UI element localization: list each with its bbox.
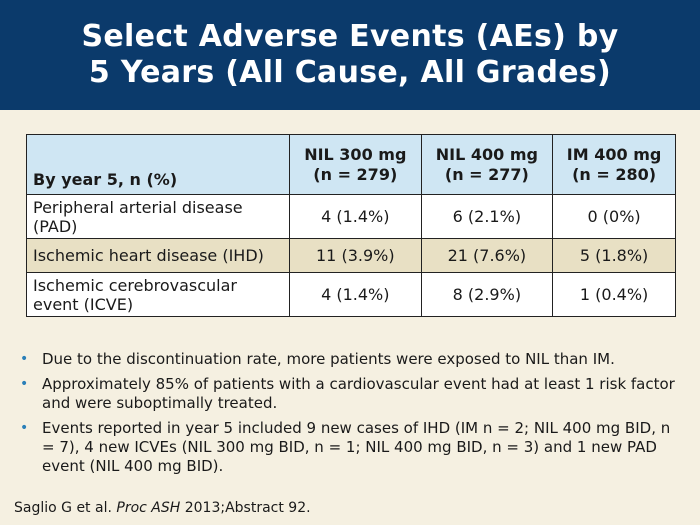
row-label: Ischemic cerebrovascular event (ICVE) (26, 272, 290, 317)
table-cell: 21 (7.6%) (420, 238, 554, 273)
table-cell: 8 (2.9%) (420, 272, 554, 317)
table-cell: 5 (1.8%) (552, 238, 676, 273)
table-row: Peripheral arterial disease (PAD) 4 (1.4… (26, 194, 676, 239)
table-cell: 6 (2.1%) (420, 194, 554, 239)
citation-authors: Saglio G et al. (14, 500, 112, 516)
table-row: Ischemic cerebrovascular event (ICVE) 4 … (26, 272, 676, 317)
column-header-name: IM 400 mg (566, 144, 662, 164)
title-banner: Select Adverse Events (AEs) by 5 Years (… (0, 0, 700, 110)
column-header-n: (n = 279) (313, 164, 398, 184)
column-header-im400: IM 400 mg (n = 280) (552, 134, 676, 195)
adverse-events-table: By year 5, n (%) NIL 300 mg (n = 279) NI… (26, 134, 676, 317)
list-item: • Events reported in year 5 included 9 n… (16, 419, 684, 476)
table-cell: 11 (3.9%) (289, 238, 422, 273)
table-cell: 0 (0%) (552, 194, 676, 239)
bullet-text: Due to the discontinuation rate, more pa… (42, 350, 615, 368)
bullet-icon: • (20, 376, 29, 392)
column-header-nil300: NIL 300 mg (n = 279) (289, 134, 422, 195)
list-item: • Approximately 85% of patients with a c… (16, 375, 684, 413)
column-header-n: (n = 280) (572, 164, 657, 184)
page-title: Select Adverse Events (AEs) by 5 Years (… (81, 19, 618, 91)
list-item: • Due to the discontinuation rate, more … (16, 350, 684, 369)
row-label: Ischemic heart disease (IHD) (26, 238, 290, 273)
row-header-label: By year 5, n (%) (26, 134, 290, 195)
table-cell: 1 (0.4%) (552, 272, 676, 317)
citation: Saglio G et al. Proc ASH 2013;Abstract 9… (14, 500, 311, 516)
table-cell: 4 (1.4%) (289, 272, 422, 317)
table-row: Ischemic heart disease (IHD) 11 (3.9%) 2… (26, 238, 676, 273)
bullet-list: • Due to the discontinuation rate, more … (16, 350, 684, 482)
table-header-row: By year 5, n (%) NIL 300 mg (n = 279) NI… (26, 134, 676, 195)
citation-journal: Proc ASH (116, 500, 181, 516)
bullet-text: Events reported in year 5 included 9 new… (42, 419, 671, 475)
row-label: Peripheral arterial disease (PAD) (26, 194, 290, 239)
column-header-nil400: NIL 400 mg (n = 277) (420, 134, 554, 195)
bullet-text: Approximately 85% of patients with a car… (42, 375, 675, 412)
title-line-1: Select Adverse Events (AEs) by (81, 19, 619, 54)
column-header-name: NIL 300 mg (304, 144, 407, 164)
column-header-n: (n = 277) (444, 164, 529, 184)
table-cell: 4 (1.4%) (289, 194, 422, 239)
bullet-icon: • (20, 351, 29, 367)
bullet-icon: • (20, 420, 29, 436)
column-header-name: NIL 400 mg (435, 144, 538, 164)
title-line-2: 5 Years (All Cause, All Grades) (88, 55, 612, 90)
citation-details: 2013;Abstract 92. (184, 500, 311, 516)
